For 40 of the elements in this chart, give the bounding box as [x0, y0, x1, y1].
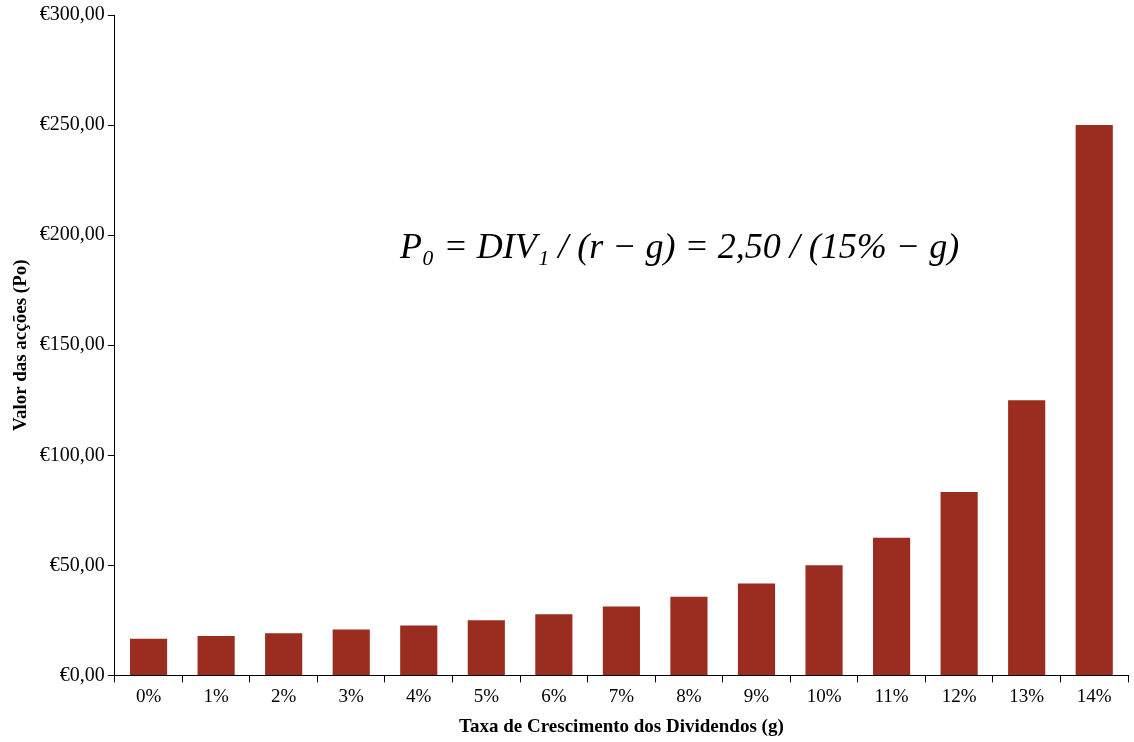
- y-axis-title: Valor das acções (Po): [9, 259, 32, 431]
- x-axis-title: Taxa de Crescimento dos Dividendos (g): [459, 714, 784, 737]
- bar: [467, 620, 505, 675]
- y-tick-label: €250,00: [39, 112, 105, 135]
- y-tick-label: €300,00: [39, 2, 105, 25]
- x-tick-label: 12%: [941, 684, 977, 706]
- x-tick-label: 9%: [743, 684, 770, 706]
- bar: [400, 625, 438, 675]
- bar: [602, 606, 640, 675]
- x-tick-label: 3%: [338, 684, 365, 706]
- x-tick-label: 5%: [473, 684, 500, 706]
- bar: [197, 636, 235, 675]
- x-tick-label: 1%: [203, 684, 229, 706]
- bar: [535, 614, 573, 675]
- x-tick-label: 4%: [406, 684, 432, 706]
- bar: [805, 565, 843, 675]
- x-tick-label: 2%: [271, 684, 297, 706]
- y-tick-label: €100,00: [39, 442, 105, 465]
- annotation: P₀ = DIV₁ / (r − g) = 2,50 / (15% − g): [400, 225, 960, 267]
- bar: [265, 633, 303, 675]
- x-tick-label: 11%: [874, 684, 909, 706]
- x-tick-label: 0%: [135, 684, 162, 706]
- x-tick-label: 10%: [806, 684, 842, 706]
- bar: [940, 492, 978, 675]
- x-tick-label: 7%: [608, 684, 635, 706]
- y-tick-label: €50,00: [49, 552, 105, 575]
- y-tick-label: €0,00: [59, 662, 105, 685]
- y-tick-label: €200,00: [39, 222, 105, 245]
- bar: [1008, 400, 1046, 675]
- y-tick-label: €150,00: [39, 332, 105, 355]
- bar: [130, 638, 168, 675]
- x-tick-label: 6%: [541, 684, 567, 706]
- bar: [873, 537, 911, 675]
- x-tick-label: 14%: [1076, 684, 1112, 706]
- bar: [1075, 125, 1113, 675]
- x-tick-label: 8%: [676, 684, 702, 706]
- x-tick-label: 13%: [1009, 684, 1045, 706]
- bar: [670, 596, 708, 675]
- bar: [737, 583, 776, 675]
- bar: [332, 629, 370, 675]
